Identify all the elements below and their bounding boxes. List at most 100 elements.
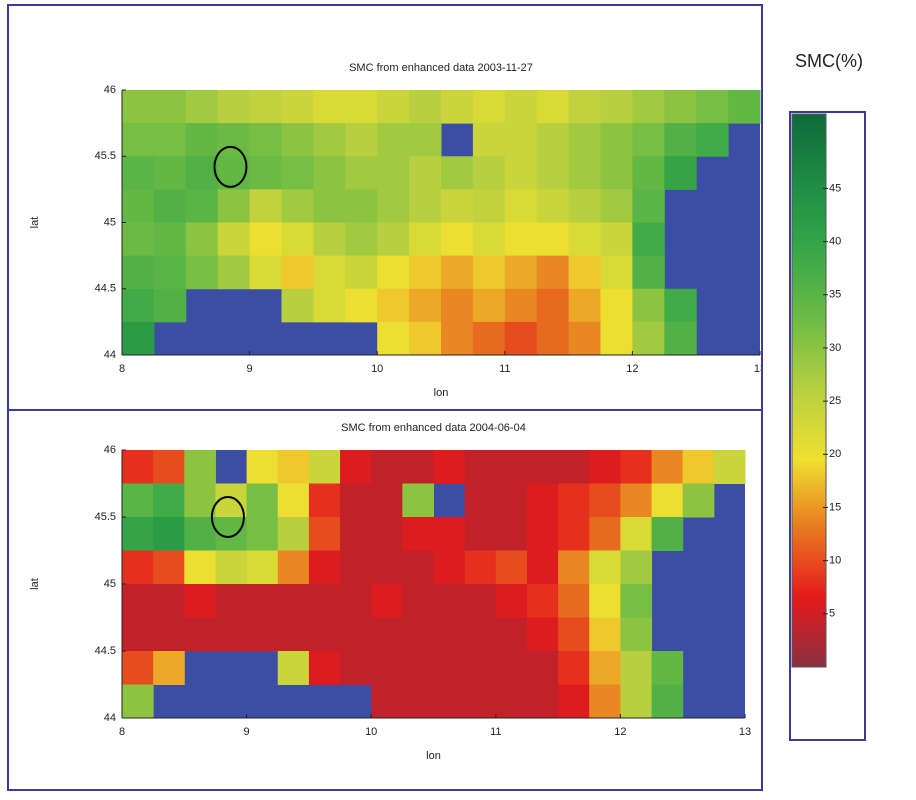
heat-cell xyxy=(601,90,633,124)
heat-cell xyxy=(409,322,441,356)
heat-cell xyxy=(153,551,185,585)
heat-cell xyxy=(527,685,559,719)
heat-cell xyxy=(632,123,664,157)
heat-cell xyxy=(345,256,377,290)
heat-cell xyxy=(537,289,569,323)
heat-cell xyxy=(153,484,185,518)
colorbar-tick-label: 15 xyxy=(829,501,841,513)
heat-cell xyxy=(652,651,684,685)
heat-cell xyxy=(313,189,345,223)
heat-cell xyxy=(186,189,218,223)
heat-cell xyxy=(371,618,403,652)
heat-cell xyxy=(409,223,441,257)
heat-cell xyxy=(505,322,537,356)
heat-cell xyxy=(402,685,434,719)
heatmap: 89101112134444.54545.546SMC from enhance… xyxy=(29,62,766,399)
heat-cell xyxy=(250,189,282,223)
heat-cell xyxy=(632,223,664,257)
heat-cell xyxy=(122,123,154,157)
heat-cell xyxy=(371,551,403,585)
heat-cell xyxy=(340,517,372,551)
heat-cell xyxy=(569,322,601,356)
heat-cell xyxy=(309,618,341,652)
heat-cell xyxy=(282,289,314,323)
heat-cell xyxy=(569,223,601,257)
heat-cell xyxy=(558,584,590,618)
heat-cell xyxy=(184,450,216,484)
heat-cell xyxy=(340,551,372,585)
heat-cell xyxy=(601,156,633,190)
heat-cell xyxy=(537,189,569,223)
heat-cell xyxy=(441,90,473,124)
heat-cell xyxy=(250,223,282,257)
heat-cell xyxy=(215,618,247,652)
heat-cell xyxy=(620,618,652,652)
heat-cell xyxy=(558,651,590,685)
heat-cell xyxy=(153,618,185,652)
y-tick-label: 45 xyxy=(104,578,116,590)
heat-cell xyxy=(465,618,497,652)
heat-cell xyxy=(589,484,621,518)
heat-cell xyxy=(527,651,559,685)
heat-cell xyxy=(537,123,569,157)
heat-cell xyxy=(505,90,537,124)
heat-cell xyxy=(527,450,559,484)
heat-cell xyxy=(496,685,528,719)
heat-cell xyxy=(345,223,377,257)
heat-cell xyxy=(218,223,250,257)
heat-cell xyxy=(250,123,282,157)
heat-cell xyxy=(652,484,684,518)
heat-cell xyxy=(282,90,314,124)
heat-cell xyxy=(154,156,186,190)
heat-cell xyxy=(154,256,186,290)
heat-cell xyxy=(278,517,310,551)
heat-cell xyxy=(409,189,441,223)
heat-cell xyxy=(122,156,154,190)
heat-cell xyxy=(122,618,154,652)
plot-title: SMC from enhanced data 2004-06-04 xyxy=(341,422,526,434)
y-tick-label: 44.5 xyxy=(95,645,116,657)
heat-cell xyxy=(589,450,621,484)
heat-cell xyxy=(122,256,154,290)
colorbar-title: SMC(%) xyxy=(795,51,863,71)
heat-cell xyxy=(122,685,154,719)
heat-cell xyxy=(278,484,310,518)
y-tick-label: 46 xyxy=(104,84,116,96)
heat-cell xyxy=(122,322,154,356)
heat-cell xyxy=(247,551,279,585)
heat-cell xyxy=(696,123,728,157)
heat-cell xyxy=(154,189,186,223)
heat-cell xyxy=(402,651,434,685)
heat-cell xyxy=(154,123,186,157)
heat-cell xyxy=(505,223,537,257)
heat-cell xyxy=(569,189,601,223)
heat-cell xyxy=(282,123,314,157)
heat-cell xyxy=(278,651,310,685)
heat-cell xyxy=(496,651,528,685)
heat-cell xyxy=(589,584,621,618)
heat-cell xyxy=(434,450,466,484)
x-axis-label: lon xyxy=(426,750,441,762)
heat-cell xyxy=(683,484,715,518)
heat-cell xyxy=(664,322,696,356)
heat-cell xyxy=(441,156,473,190)
heat-cell xyxy=(434,551,466,585)
heat-cell xyxy=(558,685,590,719)
heat-cell xyxy=(218,90,250,124)
heat-cell xyxy=(402,551,434,585)
heat-cell xyxy=(153,651,185,685)
heat-cell xyxy=(652,685,684,719)
heat-cell xyxy=(434,651,466,685)
heat-cell xyxy=(496,551,528,585)
heat-cell xyxy=(250,256,282,290)
heat-cell xyxy=(527,618,559,652)
colorbar-tick-label: 25 xyxy=(829,395,841,407)
heat-cell xyxy=(247,584,279,618)
heat-cell xyxy=(441,223,473,257)
heat-cell xyxy=(620,551,652,585)
heat-cell xyxy=(377,156,409,190)
heat-cell xyxy=(282,189,314,223)
heat-cell xyxy=(409,256,441,290)
heat-cell xyxy=(371,584,403,618)
heat-cell xyxy=(215,584,247,618)
